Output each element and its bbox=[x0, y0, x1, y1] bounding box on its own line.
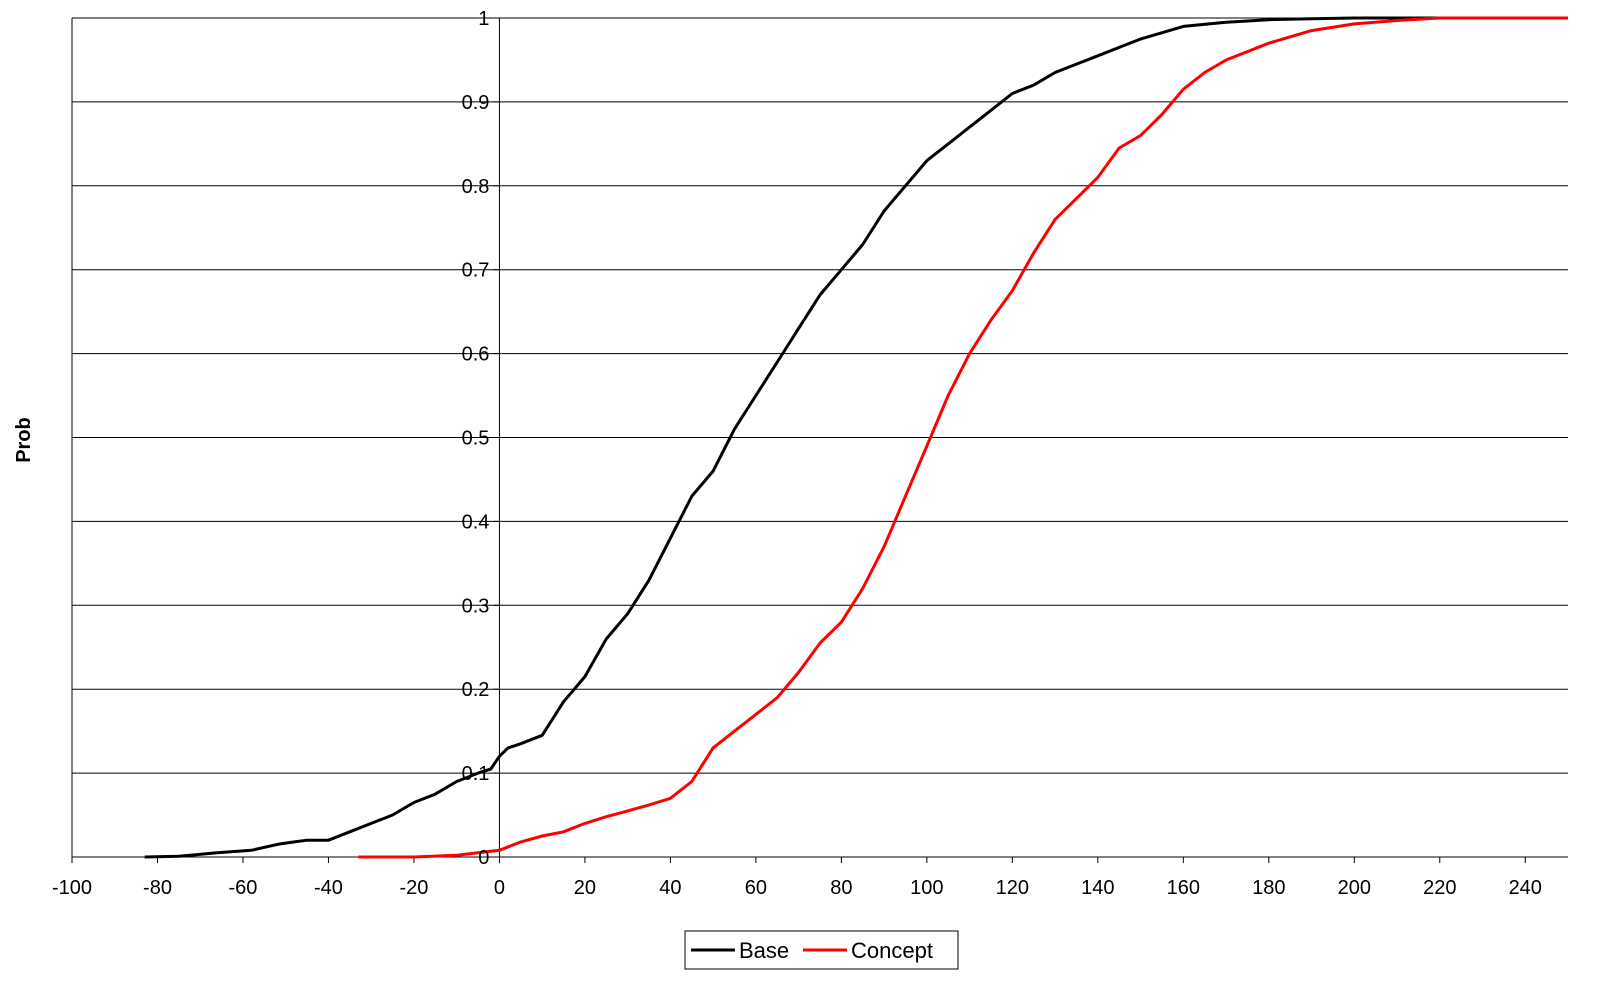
y-axis-title: Prob bbox=[13, 417, 35, 463]
series-lines bbox=[144, 16, 1568, 859]
y-tick-label: 0.3 bbox=[462, 595, 490, 617]
x-tick-label: -80 bbox=[143, 877, 172, 899]
x-tick-label: 60 bbox=[745, 877, 767, 899]
y-tick-label: 0.4 bbox=[462, 511, 490, 533]
y-tick-label: 0.9 bbox=[462, 92, 490, 114]
y-tick-label: 0.6 bbox=[462, 344, 490, 366]
x-tick-label: 160 bbox=[1167, 877, 1200, 899]
series-line-base bbox=[144, 16, 1568, 859]
x-tick-label: 0 bbox=[494, 877, 505, 899]
x-tick-label: -20 bbox=[399, 877, 428, 899]
x-tick-label: 40 bbox=[659, 877, 681, 899]
grid-lines bbox=[72, 17, 1568, 858]
x-tick-label: -40 bbox=[314, 877, 343, 899]
x-tick-label: 200 bbox=[1338, 877, 1371, 899]
y-tick-label: 0.7 bbox=[462, 260, 490, 282]
x-tick-label: 100 bbox=[910, 877, 943, 899]
series-line-concept bbox=[358, 16, 1568, 859]
legend-label-base: Base bbox=[739, 938, 789, 963]
x-tick-label: 180 bbox=[1252, 877, 1285, 899]
y-tick-label: 1 bbox=[478, 8, 489, 30]
y-tick-label: 0.5 bbox=[462, 428, 490, 450]
x-tick-label: 120 bbox=[996, 877, 1029, 899]
y-tick-label: 0.8 bbox=[462, 176, 490, 198]
x-tick-label: -60 bbox=[229, 877, 258, 899]
x-tick-label: 80 bbox=[830, 877, 852, 899]
y-tick-label: 0 bbox=[478, 847, 489, 869]
x-tick-label: 240 bbox=[1509, 877, 1542, 899]
tick-labels: 0 0.1 0.2 0.3 0.4 0.5 0.6 0.7 0.8 0.9 1 -100 -80 -60 -… bbox=[52, 8, 1542, 899]
x-tick-label: 140 bbox=[1081, 877, 1114, 899]
axes bbox=[71, 17, 1568, 863]
y-tick-label: 0.2 bbox=[462, 679, 490, 701]
x-tick-label: 20 bbox=[574, 877, 596, 899]
legend: Base Concept bbox=[684, 930, 959, 970]
x-tick-label: 220 bbox=[1423, 877, 1456, 899]
y-tick-label: 0.1 bbox=[462, 763, 490, 785]
legend-label-concept: Concept bbox=[851, 938, 933, 963]
x-tick-label: -100 bbox=[52, 877, 92, 899]
